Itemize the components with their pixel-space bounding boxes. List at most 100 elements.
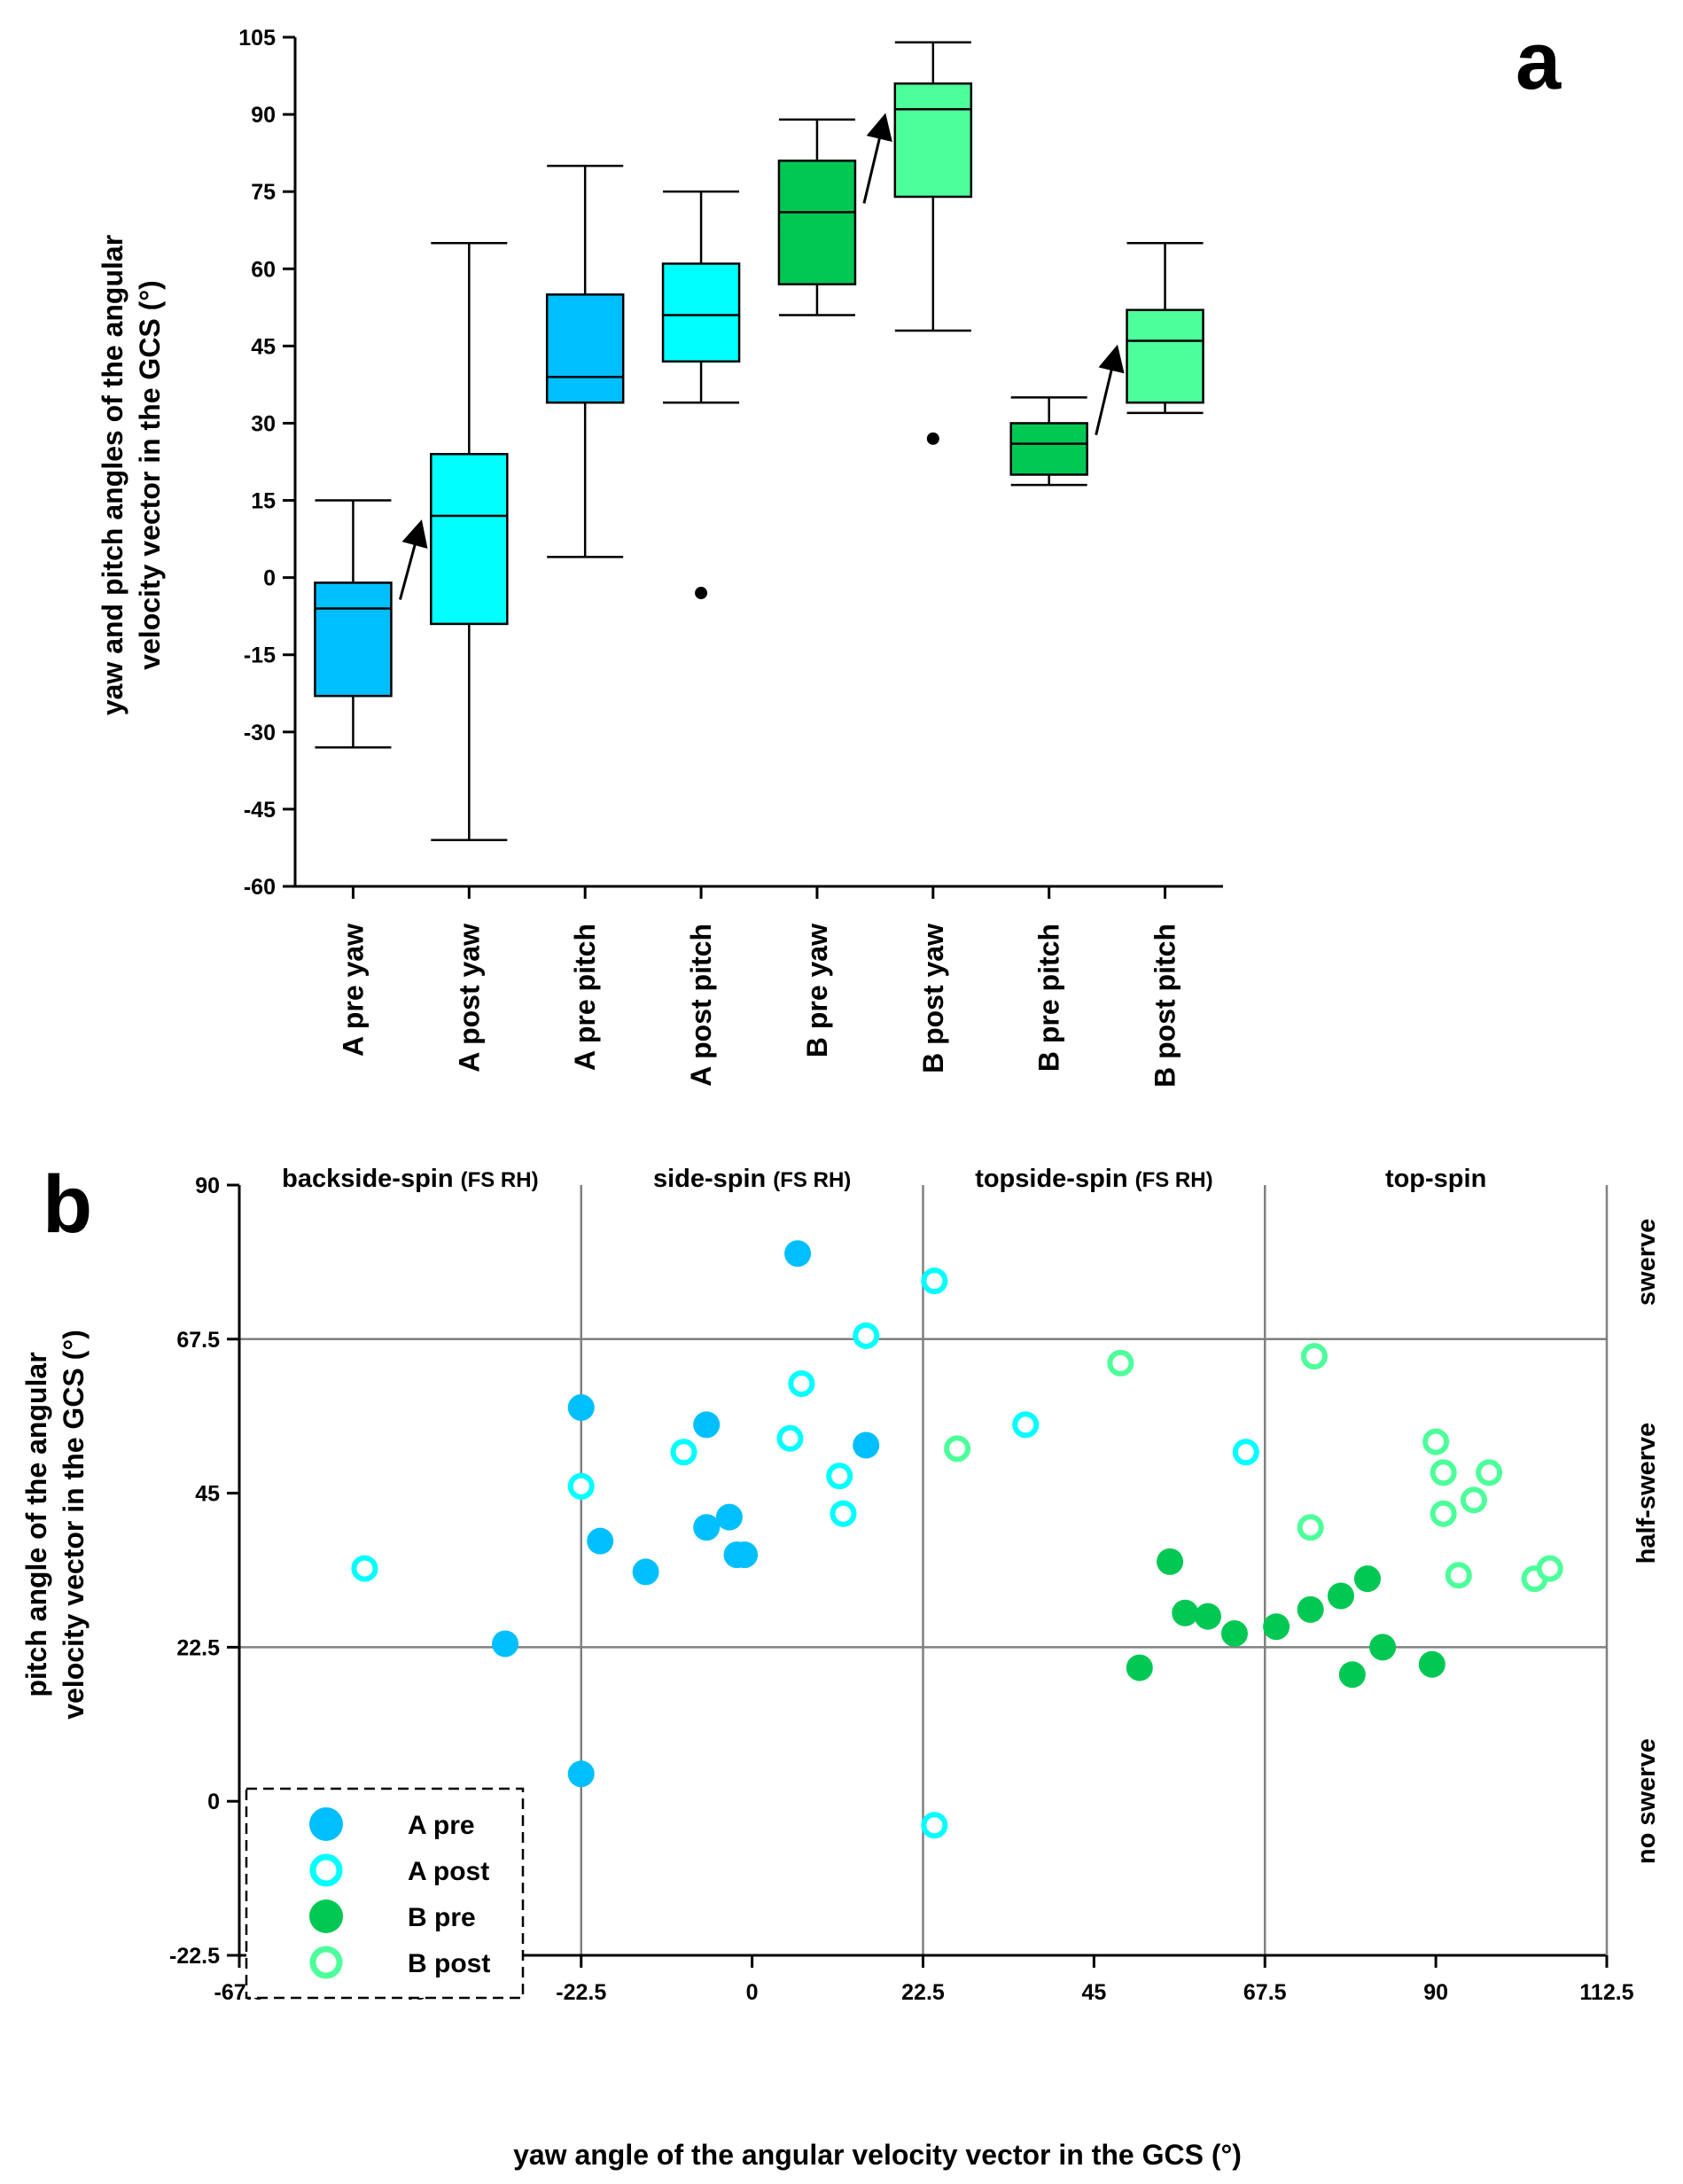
point-b-pre xyxy=(1157,1548,1184,1575)
panel-a-xtick-label: B pre pitch xyxy=(1033,924,1065,1072)
region-label-backside-spin: backside-spin (FS RH) xyxy=(282,1165,538,1193)
panel-a-xtick-label: B pre yaw xyxy=(801,924,833,1057)
point-a-pre xyxy=(567,1394,595,1422)
region-name: topside-spin xyxy=(975,1165,1127,1193)
point-a-pre xyxy=(567,1760,595,1788)
point-b-post xyxy=(1297,1514,1324,1541)
panel-b-ytick-label: 90 xyxy=(195,1174,220,1198)
point-a-post xyxy=(830,1500,857,1527)
panel-b-xtick-label: 90 xyxy=(1423,1980,1448,2005)
box-rect xyxy=(430,453,509,626)
panel-a-ylabel-line2: velocity vector in the GCS (°) xyxy=(134,280,166,670)
arrow-b-pre-yaw-to-b-post-yaw xyxy=(862,113,892,204)
point-a-post xyxy=(1012,1411,1040,1439)
legend-marker-b-post xyxy=(309,1946,343,1979)
panel-b-scatter-chart: b pitch angle of the angular velocity ve… xyxy=(20,1159,1661,2171)
point-a-post xyxy=(670,1439,697,1466)
panel-a-ytick-label: 105 xyxy=(238,26,276,51)
point-a-post xyxy=(826,1462,853,1490)
point-a-pre xyxy=(492,1630,519,1658)
point-a-pre xyxy=(853,1431,880,1459)
region-name: top-spin xyxy=(1385,1165,1486,1193)
point-b-pre xyxy=(1418,1650,1445,1678)
box-a-post-yaw xyxy=(430,241,509,841)
point-b-pre xyxy=(1194,1603,1221,1630)
box-a-post-pitch xyxy=(661,190,741,600)
point-b-pre xyxy=(1220,1619,1248,1647)
point-b-pre xyxy=(1353,1565,1381,1593)
point-b-pre xyxy=(1338,1661,1366,1689)
point-b-pre xyxy=(1369,1634,1397,1661)
series-a-pre xyxy=(492,1240,880,1788)
panel-a-axes xyxy=(293,37,1223,888)
arrow-a-pre-yaw-to-a-post-yaw xyxy=(398,519,428,600)
panel-a-y-ticks: -60 -45 -30 -15 0 15 30 45 60 75 90 105 xyxy=(238,26,295,900)
region-name: backside-spin xyxy=(282,1165,453,1193)
panel-b-ytick-label: 45 xyxy=(195,1482,220,1507)
region-label-top-spin: top-spin xyxy=(1385,1165,1486,1193)
box-b-pre-yaw xyxy=(777,118,857,316)
panel-b-ytick-label: -22.5 xyxy=(169,1944,220,1969)
panel-b-ylabel-line1: pitch angle of the angular xyxy=(20,1352,52,1696)
point-b-post xyxy=(1107,1349,1134,1377)
box-a-pre-pitch xyxy=(545,164,625,558)
panel-b-xtick-label: 45 xyxy=(1081,1980,1106,2005)
point-b-pre xyxy=(1327,1582,1354,1610)
panel-a-ytick-label: -15 xyxy=(244,644,276,668)
panel-a-ytick-label: 0 xyxy=(263,566,276,591)
panel-a-xtick-label: B post pitch xyxy=(1149,924,1181,1088)
panel-b-region-labels-right: swerve half-swerve no swerve xyxy=(1632,1219,1661,1864)
box-rect xyxy=(1009,422,1088,476)
panel-a-arrows xyxy=(398,113,1125,600)
box-outlier xyxy=(695,587,708,600)
panel-b-xtick-label: 22.5 xyxy=(901,1980,945,2005)
panel-a-xtick-label: A post pitch xyxy=(685,924,717,1087)
region-right-half-swerve: half-swerve xyxy=(1632,1423,1661,1564)
point-b-post xyxy=(1460,1486,1487,1514)
panel-b-ylabel-line2: velocity vector in the GCS (°) xyxy=(58,1330,90,1720)
panel-a-ytick-label: -30 xyxy=(244,721,276,745)
panel-b-ytick-label: 0 xyxy=(207,1790,220,1814)
panel-a-ylabel-line1: yaw and pitch angles of the angular xyxy=(97,235,129,715)
region-name: side-spin xyxy=(653,1165,766,1193)
point-a-post xyxy=(921,1812,948,1839)
point-b-pre xyxy=(1263,1613,1290,1641)
legend-label-b-pre: B pre xyxy=(408,1903,476,1932)
point-a-pre xyxy=(587,1527,614,1555)
legend-label-b-post: B post xyxy=(408,1949,490,1978)
panel-b-xtick-label: 112.5 xyxy=(1579,1980,1633,2005)
panel-a-ytick-label: 15 xyxy=(251,489,276,514)
panel-b-points xyxy=(351,1240,1563,1839)
legend-box xyxy=(245,1787,525,2000)
panel-a-ytick-label: -45 xyxy=(244,798,276,823)
point-b-post xyxy=(1430,1459,1457,1486)
panel-b-legend: A pre A post B pre B post xyxy=(245,1787,525,2000)
panel-a-ytick-label: 90 xyxy=(251,103,276,128)
panel-a-xtick-label: A pre yaw xyxy=(337,924,369,1057)
panel-b-letter: b xyxy=(43,1159,92,1250)
box-b-post-pitch xyxy=(1126,241,1204,415)
point-b-post xyxy=(1300,1343,1328,1370)
panel-a-letter: a xyxy=(1515,16,1562,106)
region-sub: (FS RH) xyxy=(773,1168,851,1192)
arrow-b-pre-pitch-to-b-post-pitch xyxy=(1095,344,1125,436)
point-a-post xyxy=(788,1370,815,1398)
panel-b-xtick-label: 0 xyxy=(746,1980,759,2005)
point-a-pre xyxy=(731,1541,759,1569)
region-right-swerve: swerve xyxy=(1632,1219,1661,1306)
point-a-pre xyxy=(632,1558,659,1586)
point-b-post xyxy=(1536,1555,1563,1582)
point-a-post xyxy=(921,1268,948,1295)
panel-a-x-ticks: A pre yaw A post yaw A pre pitch A post pit… xyxy=(337,886,1181,1088)
box-rect xyxy=(893,82,973,199)
panel-b-ytick-label: 67.5 xyxy=(176,1328,220,1353)
box-rect xyxy=(1126,308,1204,404)
box-rect xyxy=(777,160,857,285)
point-a-post xyxy=(853,1322,880,1349)
panel-b-ytick-label: 22.5 xyxy=(176,1635,220,1660)
region-label-side-spin: side-spin (FS RH) xyxy=(653,1165,851,1193)
panel-b-y-ticks: -22.5 0 22.5 45 67.5 90 xyxy=(169,1174,239,1969)
series-a-post xyxy=(351,1268,1259,1839)
panel-b-xlabel: yaw angle of the angular velocity vector… xyxy=(513,2139,1242,2171)
